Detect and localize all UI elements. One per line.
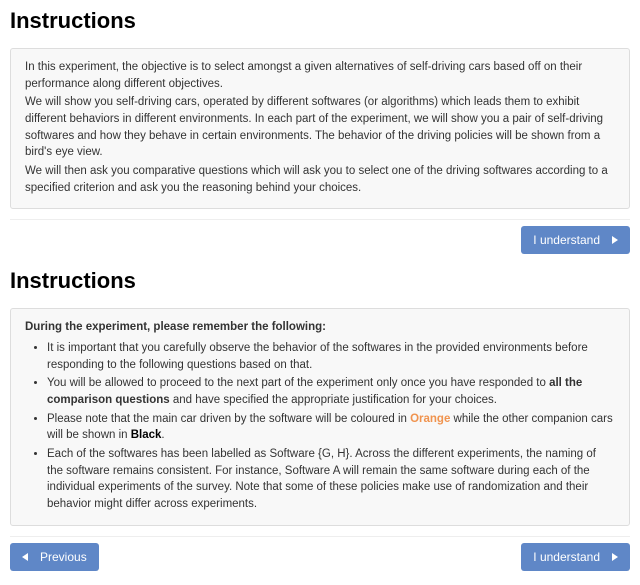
text-fragment: and have specified the appropriate justi… (170, 394, 497, 406)
i-understand-button-1[interactable]: I understand (521, 226, 630, 254)
intro-para-3: We will then ask you comparative questio… (25, 163, 615, 196)
list-item: You will be allowed to proceed to the ne… (47, 375, 615, 408)
previous-label: Previous (40, 550, 87, 564)
button-row-1: I understand (10, 226, 630, 254)
instructions-heading-1: Instructions (10, 8, 630, 34)
intro-para-1: In this experiment, the objective is to … (25, 59, 615, 92)
divider-2 (10, 536, 630, 537)
i-understand-label-2: I understand (533, 550, 600, 564)
i-understand-label-1: I understand (533, 233, 600, 247)
divider-1 (10, 219, 630, 220)
instructions-panel-1: In this experiment, the objective is to … (10, 48, 630, 209)
orange-highlight: Orange (410, 413, 450, 425)
reminder-lead: During the experiment, please remember t… (25, 319, 615, 336)
i-understand-button-2[interactable]: I understand (521, 543, 630, 571)
black-highlight: Black (131, 429, 162, 441)
intro-para-2: We will show you self-driving cars, oper… (25, 94, 615, 161)
button-row-2: Previous I understand (10, 543, 630, 571)
list-item: It is important that you carefully obser… (47, 340, 615, 373)
list-item: Please note that the main car driven by … (47, 411, 615, 444)
text-fragment: You will be allowed to proceed to the ne… (47, 377, 549, 389)
text-fragment: Please note that the main car driven by … (47, 413, 410, 425)
text-fragment: . (161, 429, 164, 441)
previous-button[interactable]: Previous (10, 543, 99, 571)
list-item: Each of the softwares has been labelled … (47, 446, 615, 513)
reminder-list: It is important that you carefully obser… (25, 340, 615, 513)
instructions-panel-2: During the experiment, please remember t… (10, 308, 630, 525)
instructions-heading-2: Instructions (10, 268, 630, 294)
